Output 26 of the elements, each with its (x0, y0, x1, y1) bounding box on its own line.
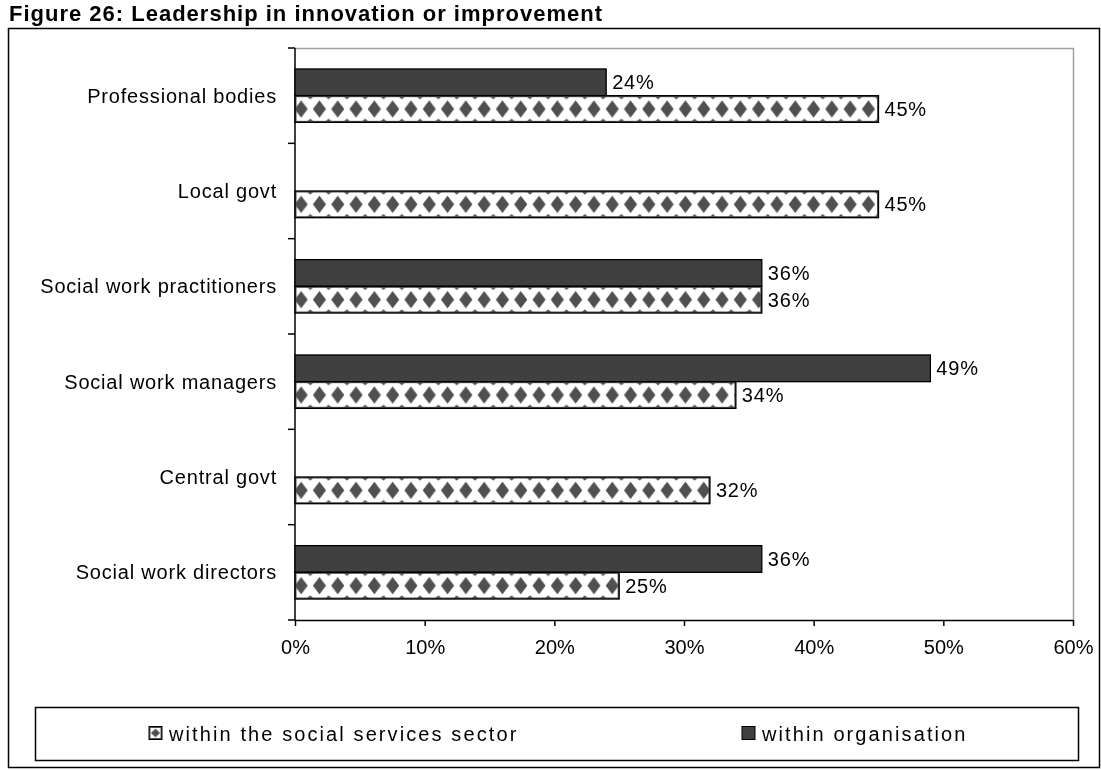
x-tick-label: 60% (1053, 636, 1094, 659)
data-label: 24% (612, 71, 655, 94)
data-label: 45% (884, 193, 927, 216)
legend-label: within organisation (761, 722, 968, 745)
x-tick-label: 10% (405, 636, 446, 659)
chart-title: Figure 26: Leadership in innovation or improvement (9, 1, 603, 26)
y-tick-label: Professional bodies (87, 84, 277, 107)
x-tick-label: 50% (923, 636, 965, 659)
y-tick-label: Central govt (159, 466, 277, 488)
y-tick-label: Social work directors (75, 561, 277, 584)
data-label: 25% (625, 574, 668, 597)
y-tick-label: Social work practitioners (40, 275, 277, 298)
data-label: 34% (741, 384, 785, 407)
data-label: 36% (767, 547, 811, 570)
y-tick-label: Social work managers (64, 370, 277, 393)
x-tick-label: 30% (664, 636, 705, 659)
x-tick-label: 20% (534, 636, 576, 659)
x-tick-label: 40% (794, 636, 835, 659)
data-label: 45% (884, 98, 927, 121)
y-tick-label: Local govt (177, 180, 277, 202)
legend-label: within the social services sector (168, 722, 519, 745)
data-label: 36% (767, 288, 811, 311)
data-label: 49% (936, 357, 979, 380)
data-label: 36% (767, 261, 811, 284)
x-tick-label: 0% (281, 636, 311, 659)
data-label: 32% (715, 479, 759, 502)
